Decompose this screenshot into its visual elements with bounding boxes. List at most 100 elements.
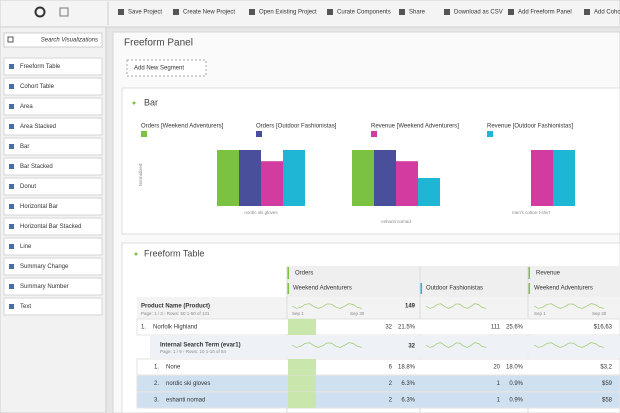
viz-icon bbox=[9, 304, 14, 309]
legend-label: Orders [Outdoor Fashionistas] bbox=[256, 124, 337, 130]
viz-item[interactable] bbox=[3, 237, 103, 256]
viz-item[interactable] bbox=[3, 97, 103, 116]
viz-icon bbox=[9, 164, 14, 169]
viz-item[interactable] bbox=[3, 197, 103, 216]
viz-item-label[interactable]: Cohort Table bbox=[20, 84, 55, 90]
cell-value: 32 bbox=[385, 325, 392, 331]
pct-bar bbox=[288, 319, 316, 335]
viz-item-label[interactable]: Line bbox=[20, 244, 32, 250]
sparkline-start: Sep 1 bbox=[292, 311, 304, 316]
toolbar-button[interactable]: Add Freeform Panel bbox=[518, 10, 572, 16]
row-bg bbox=[136, 318, 620, 336]
bar bbox=[352, 150, 374, 206]
viz-item[interactable] bbox=[3, 57, 103, 76]
viz-item[interactable] bbox=[3, 157, 103, 176]
toolbar-button[interactable]: Open Existing Project bbox=[259, 10, 317, 16]
row-index: 2. bbox=[154, 381, 159, 387]
cell-value: 6.3% bbox=[401, 398, 415, 404]
toolbar-button[interactable]: Share bbox=[409, 10, 426, 16]
viz-item[interactable] bbox=[3, 297, 103, 316]
viz-icon bbox=[9, 284, 14, 289]
toolbar-icon bbox=[584, 9, 590, 15]
panels-icon[interactable] bbox=[34, 6, 46, 18]
dim-header-band bbox=[137, 297, 620, 321]
viz-item-label[interactable]: Bar bbox=[20, 144, 29, 150]
viz-item-label[interactable]: Horizontal Bar bbox=[20, 204, 58, 210]
toolbar-button[interactable]: Create New Project bbox=[183, 10, 235, 16]
breakdown-dimension: Internal Search Term (evar1) bbox=[160, 343, 241, 349]
breakdown-page-info: Page: 1 / 9 › Rows: 10 1-10 of 84 bbox=[160, 349, 227, 354]
viz-icon bbox=[9, 264, 14, 269]
cell-value: 0.9% bbox=[509, 398, 523, 404]
metric-header: Revenue bbox=[536, 271, 561, 277]
viz-item[interactable] bbox=[3, 117, 103, 136]
viz-item[interactable] bbox=[3, 77, 103, 96]
toolbar-icon bbox=[508, 9, 514, 15]
legend-label: Revenue [Weekend Adventurers] bbox=[371, 124, 459, 130]
viz-icon bbox=[9, 224, 14, 229]
viz-item-label[interactable]: Freeform Table bbox=[20, 64, 61, 70]
toolbar-button[interactable]: Curate Components bbox=[337, 10, 391, 16]
viz-item-label[interactable]: Area bbox=[20, 104, 33, 110]
viz-item-label[interactable]: Area Stacked bbox=[20, 124, 56, 130]
segment-accent bbox=[528, 283, 530, 294]
viz-icon bbox=[9, 64, 14, 69]
cell-value: $59 bbox=[602, 381, 613, 387]
add-segment-box[interactable] bbox=[126, 59, 207, 77]
viz-item[interactable] bbox=[3, 217, 103, 236]
legend-swatch bbox=[141, 131, 147, 137]
bar bbox=[396, 161, 418, 206]
sparkline bbox=[291, 303, 363, 309]
cell-value: 0.9% bbox=[509, 381, 523, 387]
sparkline bbox=[425, 303, 487, 309]
cell-value: 1 bbox=[497, 381, 501, 387]
cell-value: $16,63 bbox=[594, 325, 613, 331]
viz-item[interactable] bbox=[3, 257, 103, 276]
row-index: 1. bbox=[154, 365, 159, 371]
legend-swatch bbox=[256, 131, 262, 137]
row-index: 1. bbox=[141, 325, 146, 331]
row-index: 3. bbox=[154, 398, 159, 404]
cell-value: 111 bbox=[491, 325, 501, 331]
row-bg bbox=[136, 358, 620, 376]
panel-title: Freeform Panel bbox=[124, 38, 193, 49]
add-segment[interactable]: Add New Segment bbox=[134, 66, 184, 72]
toolbar-icon bbox=[249, 9, 255, 15]
category-label: eshanti nomad bbox=[381, 219, 411, 224]
toolbar-button[interactable]: Download as CSV bbox=[454, 10, 503, 16]
metric-accent bbox=[287, 267, 289, 279]
segment-header: Weekend Adventurers bbox=[293, 286, 352, 292]
metric-accent bbox=[528, 267, 530, 279]
toolbar-button[interactable]: Add Coho bbox=[594, 10, 620, 16]
total-value: 149 bbox=[405, 304, 416, 310]
viz-item[interactable] bbox=[3, 137, 103, 156]
search-box[interactable] bbox=[3, 32, 103, 48]
viz-icon bbox=[9, 204, 14, 209]
viz-item-label[interactable]: Text bbox=[20, 304, 31, 310]
viz-item-label[interactable]: Summary Number bbox=[20, 284, 69, 290]
breakdown-bg bbox=[150, 336, 620, 358]
viz-item[interactable] bbox=[3, 177, 103, 196]
components-icon[interactable] bbox=[59, 7, 69, 17]
viz-item-label[interactable]: Horizontal Bar Stacked bbox=[20, 224, 81, 230]
toolbar-button[interactable]: Save Project bbox=[128, 10, 162, 16]
viz-item[interactable] bbox=[3, 277, 103, 296]
viz-item-label[interactable]: Bar Stacked bbox=[20, 164, 53, 170]
sparkline bbox=[533, 342, 605, 348]
search-icon bbox=[7, 36, 14, 43]
viz-item-label[interactable]: Summary Change bbox=[20, 264, 69, 270]
table-title: Freeform Table bbox=[144, 248, 204, 258]
y-axis-label: Normalized bbox=[138, 163, 143, 186]
viz-item-label[interactable]: Donut bbox=[20, 184, 36, 190]
sparkline bbox=[425, 342, 487, 348]
cell-value: $58 bbox=[602, 398, 613, 404]
sparkline-start: Sep 1 bbox=[534, 311, 546, 316]
bar bbox=[239, 150, 261, 206]
pct-bar bbox=[288, 359, 316, 375]
toolbar bbox=[0, 0, 620, 28]
cell-value: 21.5% bbox=[398, 325, 416, 331]
legend-swatch bbox=[487, 131, 493, 137]
viz-icon bbox=[9, 104, 14, 109]
